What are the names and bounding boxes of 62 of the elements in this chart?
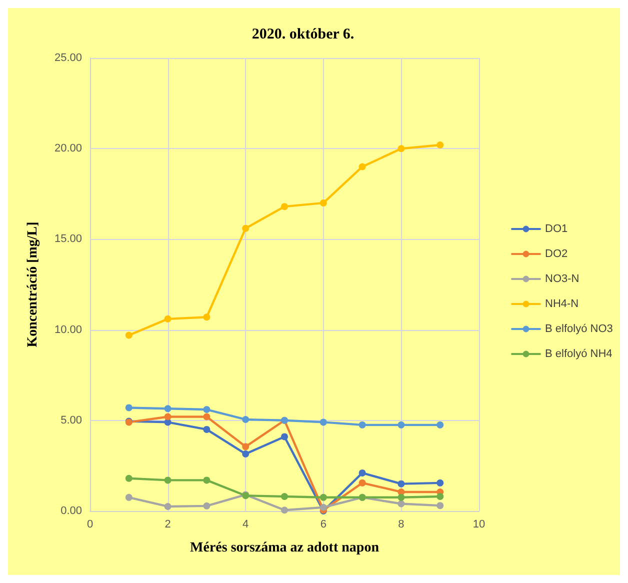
legend-label: NO3-N	[545, 273, 580, 285]
point	[164, 405, 172, 412]
legend-label: DO2	[545, 248, 568, 260]
legend-label: DO1	[545, 223, 568, 235]
x-tick-label: 0	[86, 518, 94, 530]
point	[164, 476, 172, 484]
y-tick-label: 25.00	[54, 52, 82, 64]
point	[320, 494, 327, 501]
y-axis-title: Koncentráció [mg/L]	[26, 222, 40, 348]
point	[281, 433, 288, 440]
point	[242, 443, 250, 450]
point	[320, 418, 327, 426]
point	[398, 145, 405, 152]
legend-label: NH4-N	[545, 298, 579, 310]
point	[358, 469, 366, 476]
y-tick-label: 0.00	[60, 505, 82, 517]
chart-title: 2020. október 6.	[252, 26, 354, 42]
point	[164, 502, 172, 510]
point	[203, 502, 210, 510]
point	[203, 314, 210, 321]
point	[398, 480, 405, 488]
point	[203, 406, 210, 414]
point	[281, 506, 288, 514]
point	[436, 141, 444, 148]
point	[320, 199, 327, 206]
point	[203, 413, 210, 420]
point	[358, 163, 366, 170]
point	[242, 450, 250, 458]
point	[398, 421, 405, 428]
point	[203, 476, 210, 484]
point	[436, 479, 444, 486]
y-tick-label: 20.00	[54, 142, 82, 155]
point	[242, 416, 250, 423]
point	[358, 479, 366, 486]
point	[125, 474, 132, 482]
x-axis-title: Mérés sorszáma az adott napon	[190, 540, 380, 556]
point	[242, 224, 250, 232]
point	[436, 421, 444, 428]
x-tick-label: 8	[398, 518, 404, 530]
point	[398, 494, 405, 501]
point	[358, 421, 366, 428]
x-tick-label: 2	[164, 518, 171, 530]
point	[164, 315, 172, 322]
legend-label: B elfolyó NO3	[545, 323, 613, 335]
point	[281, 203, 288, 210]
point	[436, 502, 444, 510]
point	[281, 493, 288, 500]
y-tick-label: 10.00	[54, 324, 82, 336]
point	[164, 413, 172, 420]
x-tick-label: 4	[242, 518, 249, 530]
point	[125, 494, 132, 501]
y-tick-label: 5.00	[60, 414, 82, 426]
x-tick-label: 6	[320, 518, 326, 530]
point	[398, 500, 405, 508]
legend-label: B elfolyó NH4	[545, 348, 612, 360]
y-tick-label: 15.00	[54, 233, 82, 246]
point	[203, 426, 210, 433]
point	[436, 493, 444, 500]
x-tick-label: 10	[472, 518, 486, 530]
point	[125, 404, 132, 412]
point	[320, 504, 327, 511]
point	[125, 332, 132, 339]
